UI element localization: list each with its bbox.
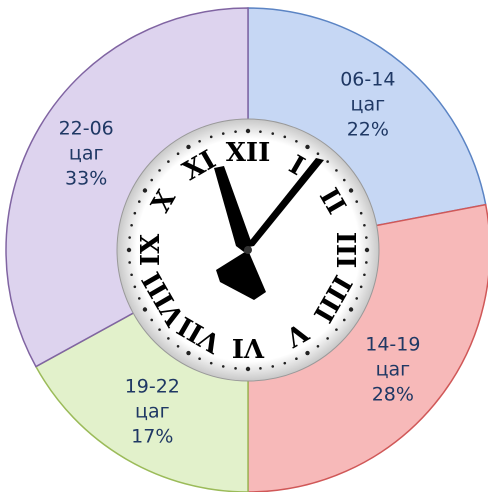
minute-dot xyxy=(326,337,329,340)
minute-dot xyxy=(295,357,298,360)
minute-dot xyxy=(134,285,137,288)
minute-dot xyxy=(335,328,338,331)
minute-dot xyxy=(128,261,131,264)
donut-chart: XIIIIIIIIIIIIVVIVIIVIIIIXXXI xyxy=(0,0,488,492)
minute-dot xyxy=(150,179,153,182)
minute-dot xyxy=(317,345,320,348)
minute-dot xyxy=(360,285,363,288)
category-label: 22-06 цаг xyxy=(56,117,116,167)
minute-dot xyxy=(295,140,298,143)
minute-dot xyxy=(271,132,274,135)
minute-dot xyxy=(360,212,363,215)
minute-dot xyxy=(259,130,262,133)
minute-dot xyxy=(234,367,237,370)
minute-dot xyxy=(167,160,170,163)
minute-dot xyxy=(150,319,153,322)
minute-dot xyxy=(222,365,225,368)
minute-dot xyxy=(363,224,366,227)
clock-numeral: IX xyxy=(136,233,166,266)
minute-dot xyxy=(271,365,274,368)
minute-dot xyxy=(138,297,141,300)
clock-numeral: VI xyxy=(232,332,265,362)
minute-dot xyxy=(198,140,201,143)
minute-dot xyxy=(177,345,180,348)
minute-dot xyxy=(365,261,368,264)
chart: XIIIIIIIIIIIIVVIVIIVIIIIXXXI 06-14 цаг22… xyxy=(0,0,488,492)
minute-dot xyxy=(127,248,131,252)
minute-dot xyxy=(143,307,147,311)
minute-dot xyxy=(246,129,250,133)
value-label: 33% xyxy=(65,168,107,190)
minute-dot xyxy=(343,319,346,322)
minute-dot xyxy=(198,357,201,360)
minute-dot xyxy=(130,273,133,276)
clock-pin xyxy=(244,246,252,254)
value-label: 22% xyxy=(347,119,389,141)
minute-dot xyxy=(365,236,368,239)
value-label: 17% xyxy=(131,425,173,447)
minute-dot xyxy=(222,132,225,135)
minute-dot xyxy=(355,297,358,300)
minute-dot xyxy=(305,351,309,355)
minute-dot xyxy=(259,367,262,370)
clock-numeral: XII xyxy=(226,138,271,168)
minute-dot xyxy=(186,145,190,149)
minute-dot xyxy=(158,169,161,172)
minute-dot xyxy=(355,200,358,203)
minute-dot xyxy=(186,351,190,355)
minute-dot xyxy=(210,362,213,365)
category-label: 19-22 цаг xyxy=(122,374,182,424)
minute-dot xyxy=(317,152,320,155)
minute-dot xyxy=(143,188,147,192)
clock-numeral: III xyxy=(330,232,360,269)
minute-dot xyxy=(363,273,366,276)
minute-dot xyxy=(130,224,133,227)
minute-dot xyxy=(128,236,131,239)
category-label: 14-19 цаг xyxy=(363,332,423,382)
minute-dot xyxy=(138,200,141,203)
minute-dot xyxy=(343,179,346,182)
minute-dot xyxy=(305,145,309,149)
minute-dot xyxy=(283,136,286,139)
minute-dot xyxy=(158,328,161,331)
minute-dot xyxy=(234,130,237,133)
minute-dot xyxy=(283,362,286,365)
minute-dot xyxy=(365,248,369,252)
value-label: 28% xyxy=(372,383,414,405)
category-label: 06-14 цаг xyxy=(338,68,398,118)
minute-dot xyxy=(134,212,137,215)
minute-dot xyxy=(246,367,250,371)
minute-dot xyxy=(326,160,329,163)
minute-dot xyxy=(167,337,170,340)
minute-dot xyxy=(335,169,338,172)
minute-dot xyxy=(349,188,353,192)
minute-dot xyxy=(349,307,353,311)
minute-dot xyxy=(210,136,213,139)
minute-dot xyxy=(177,152,180,155)
